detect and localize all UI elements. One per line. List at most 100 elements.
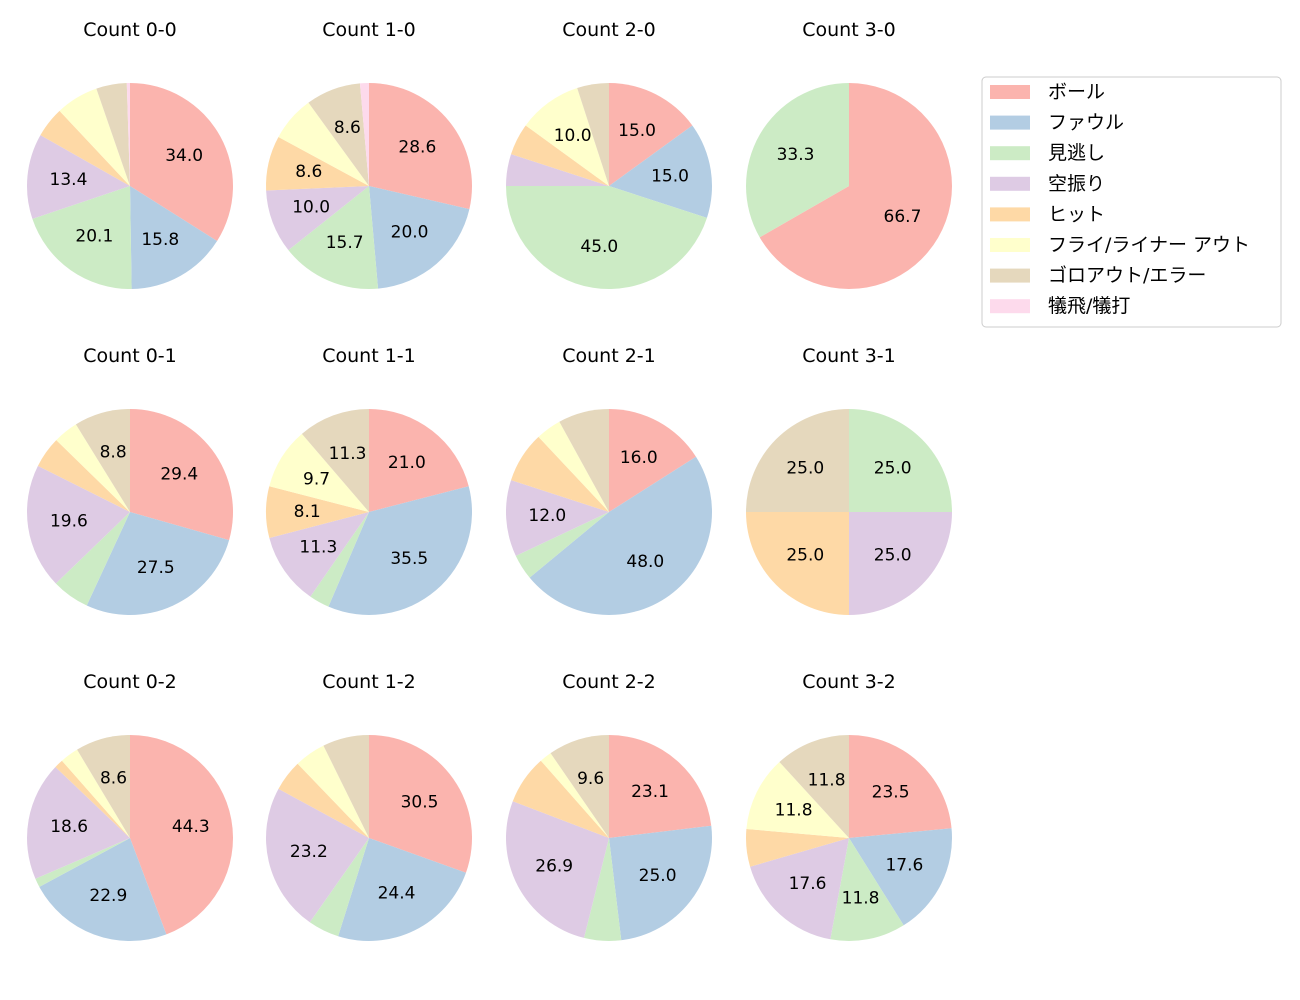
pie-slice bbox=[328, 486, 473, 616]
pie-slice bbox=[301, 409, 369, 512]
slice-label: 11.3 bbox=[329, 444, 367, 464]
legend-swatch bbox=[990, 176, 1030, 191]
pie-slice bbox=[506, 480, 609, 556]
slice-label: 12.0 bbox=[528, 506, 566, 526]
pie-slice bbox=[278, 763, 369, 838]
pie-slice bbox=[609, 735, 712, 838]
pie-slice bbox=[39, 838, 167, 942]
legend-frame bbox=[981, 76, 1282, 328]
pie-slice bbox=[27, 465, 130, 584]
slice-label: 8.6 bbox=[295, 162, 322, 182]
pie-count-1-0: Count 1-0 28.6 20.0 15.7 10.0 8.6 8.6 bbox=[266, 19, 473, 289]
pie-slice bbox=[278, 102, 369, 186]
pie-count-0-0: Count 0-0 34.0 15.8 20.1 13.4 bbox=[27, 19, 234, 289]
pie-slice bbox=[369, 735, 472, 873]
legend-swatch bbox=[990, 268, 1030, 283]
pie-slice bbox=[86, 512, 230, 615]
legend-label: 空振り bbox=[1048, 173, 1105, 195]
pie-slice bbox=[309, 838, 369, 937]
pie-slice bbox=[266, 136, 369, 191]
pie-slice bbox=[75, 409, 130, 512]
slice-label: 29.4 bbox=[160, 465, 198, 485]
pie-count-0-1: Count 0-1 29.4 27.5 19.6 8.8 bbox=[27, 345, 233, 615]
pie-title: Count 3-2 bbox=[802, 671, 896, 693]
pie-slice bbox=[750, 838, 849, 940]
slice-label: 20.0 bbox=[391, 223, 429, 243]
pie-slice bbox=[511, 125, 609, 186]
slice-label: 19.6 bbox=[50, 511, 88, 531]
pie-count-2-2: Count 2-2 23.1 25.0 26.9 9.6 bbox=[505, 671, 712, 941]
slice-label: 20.1 bbox=[75, 226, 113, 246]
pie-count-0-2: Count 0-2 44.3 22.9 18.6 8.6 bbox=[27, 671, 234, 942]
legend-label: 見逃し bbox=[1048, 142, 1105, 164]
slice-label: 9.6 bbox=[577, 769, 604, 789]
slice-label: 8.6 bbox=[334, 118, 361, 138]
slice-label: 17.6 bbox=[885, 855, 923, 875]
slice-label: 25.0 bbox=[786, 458, 824, 478]
pie-slice bbox=[96, 83, 130, 186]
pie-slice bbox=[609, 409, 696, 512]
pie-title: Count 0-1 bbox=[83, 345, 177, 367]
slice-label: 16.0 bbox=[620, 448, 658, 468]
slice-label: 8.1 bbox=[294, 502, 321, 522]
pie-slice bbox=[511, 436, 609, 512]
pie-slice bbox=[559, 409, 609, 512]
slice-label: 24.4 bbox=[378, 883, 416, 903]
pie-title: Count 2-1 bbox=[562, 345, 656, 367]
pie-slice bbox=[35, 838, 130, 887]
pie-slice bbox=[849, 512, 952, 615]
pie-slice bbox=[505, 801, 609, 938]
slice-label: 33.3 bbox=[777, 145, 815, 165]
pie-slice bbox=[609, 83, 693, 186]
pie-slice bbox=[27, 135, 131, 219]
pie-slice bbox=[759, 83, 952, 289]
legend-swatch bbox=[990, 115, 1030, 130]
pie-slice bbox=[512, 760, 609, 838]
pie-slice bbox=[59, 88, 131, 186]
pie-title: Count 2-0 bbox=[562, 19, 656, 41]
pie-slice bbox=[308, 83, 369, 186]
pie-count-1-1: Count 1-1 21.0 35.5 11.3 8.1 9.7 11.3 bbox=[266, 345, 473, 616]
slice-label: 30.5 bbox=[401, 792, 439, 812]
pie-count-3-0: Count 3-0 66.7 33.3 bbox=[745, 19, 952, 289]
pie-count-3-2: Count 3-223.517.611.817.611.811.8 bbox=[746, 671, 952, 941]
slice-label: 9.7 bbox=[303, 469, 330, 489]
pie-slice bbox=[849, 828, 952, 926]
slice-label: 11.3 bbox=[299, 537, 337, 557]
pie-slice bbox=[126, 83, 130, 186]
pie-slice bbox=[849, 409, 952, 512]
slice-label: 26.9 bbox=[535, 857, 573, 877]
pie-slice bbox=[746, 762, 849, 838]
slice-label: 25.0 bbox=[874, 546, 912, 566]
slice-label: 8.8 bbox=[100, 443, 127, 463]
pie-title: Count 3-0 bbox=[802, 19, 896, 41]
pie-slice bbox=[515, 512, 609, 578]
slice-label: 11.8 bbox=[775, 801, 813, 821]
pie-slice bbox=[538, 421, 609, 512]
slice-label: 11.8 bbox=[842, 889, 880, 909]
pie-slice bbox=[56, 424, 130, 512]
pie-slice bbox=[369, 409, 469, 512]
pie-slice bbox=[77, 735, 130, 838]
pie-slice bbox=[369, 83, 473, 210]
pie-title: Count 0-0 bbox=[83, 19, 177, 41]
pie-slice bbox=[540, 753, 609, 838]
legend-label: ゴロアウト/エラー bbox=[1048, 265, 1206, 287]
slice-label: 15.0 bbox=[651, 166, 689, 186]
slice-label: 23.2 bbox=[290, 842, 328, 862]
slice-label: 28.6 bbox=[398, 138, 436, 158]
slice-label: 34.0 bbox=[165, 146, 203, 166]
pie-slice bbox=[269, 433, 369, 512]
pie-slice bbox=[269, 512, 369, 597]
pie-slice bbox=[266, 486, 369, 539]
pie-slice bbox=[584, 838, 622, 941]
pie-title: Count 1-0 bbox=[322, 19, 416, 41]
pie-slice bbox=[506, 154, 609, 186]
slice-label: 21.0 bbox=[388, 453, 426, 473]
pie-slice bbox=[32, 186, 132, 289]
slice-label: 48.0 bbox=[626, 552, 664, 572]
pie-slice bbox=[130, 186, 218, 289]
slice-label: 66.7 bbox=[884, 207, 922, 227]
legend-swatch bbox=[990, 238, 1030, 252]
